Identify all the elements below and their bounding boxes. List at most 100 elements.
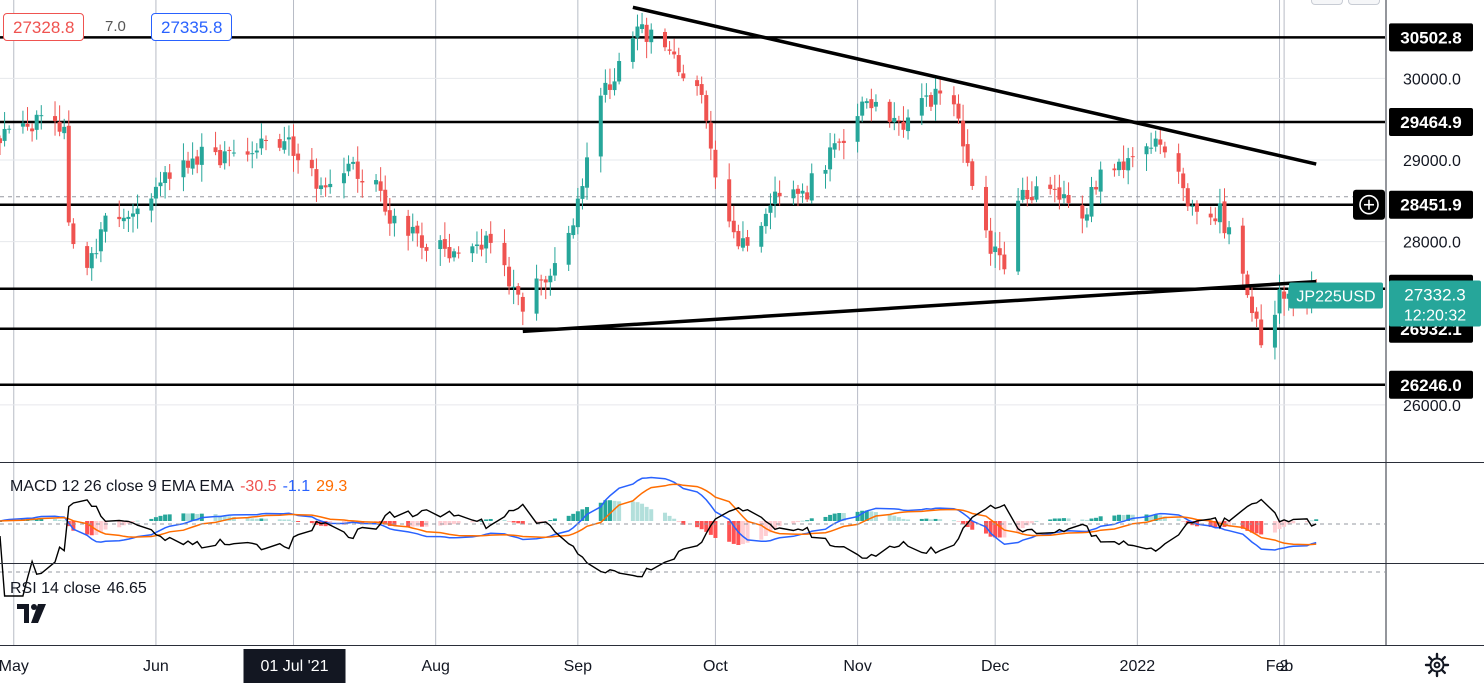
candle [1181, 167, 1186, 202]
gear-icon[interactable] [1424, 652, 1450, 678]
macd-histogram-bar [85, 521, 90, 535]
candle [130, 203, 135, 233]
candle [961, 104, 966, 163]
macd-histogram-bar [1057, 518, 1062, 521]
macd-histogram-bar [1227, 521, 1232, 527]
candle-body [1259, 319, 1264, 346]
rsi-legend-title: RSI 14 close [10, 580, 101, 597]
candle-body [598, 95, 603, 157]
candle [708, 110, 713, 161]
macd-histogram-bar [896, 517, 901, 521]
macd-histogram-bar [1029, 521, 1034, 524]
macd-histogram-bar [832, 513, 837, 521]
candle [672, 38, 677, 59]
candle-body [534, 278, 539, 314]
last-price-label: 27332.3 [1404, 285, 1465, 304]
candle-body [286, 137, 291, 140]
macd-histogram-bar [250, 518, 255, 521]
candle [603, 69, 608, 103]
macd-histogram-bar [740, 521, 745, 545]
candle [410, 213, 415, 242]
candle-body [231, 152, 236, 154]
candle-body [360, 180, 365, 183]
macd-histogram-bar [644, 506, 649, 521]
candle-body [456, 252, 461, 254]
macd-histogram-bar [1025, 521, 1030, 526]
candle [1158, 128, 1163, 155]
macd-legend-hist: -30.5 [240, 478, 277, 495]
macd-histogram-bar [484, 519, 489, 521]
candle-body [520, 296, 525, 312]
candle [1250, 286, 1255, 322]
macd-histogram-bar [1117, 514, 1122, 521]
macd-histogram-bar [1250, 521, 1255, 533]
candle-body [135, 208, 140, 215]
rsi-legend[interactable]: RSI 14 close 46.65 [10, 580, 153, 598]
candle-body [731, 220, 736, 233]
candle [640, 12, 645, 34]
macd-histogram-bar [511, 521, 516, 523]
sell-price-button[interactable]: 27328.8 [3, 13, 85, 41]
candle [571, 218, 576, 239]
macd-histogram-bar [502, 519, 507, 521]
candle [1286, 287, 1291, 311]
candle-body [823, 169, 828, 174]
candle [57, 105, 62, 137]
candle-body [828, 147, 833, 170]
candle-body [873, 101, 878, 107]
macd-line [0, 476, 1317, 551]
symbol-label-box [1289, 282, 1383, 309]
candle-body [181, 160, 186, 178]
macd-histogram-bar [649, 509, 654, 521]
candle [341, 157, 346, 199]
candle-body [1025, 189, 1030, 200]
candle [1222, 188, 1227, 239]
macd-legend-macd: -1.1 [282, 478, 311, 495]
candle [809, 163, 814, 204]
time-tick-label: Jun [143, 658, 169, 675]
candle-body [117, 216, 122, 220]
macd-histogram-bar [1176, 518, 1181, 521]
candle [406, 209, 411, 251]
macd-histogram-bar [163, 514, 168, 521]
candle-body [1176, 153, 1181, 172]
candle [1052, 174, 1057, 203]
tradingview-logo-icon[interactable] [16, 600, 50, 626]
candle [896, 115, 901, 136]
candle [1098, 161, 1103, 205]
macd-histogram-bar [1259, 521, 1264, 535]
macd-legend[interactable]: MACD 12 26 close 9 EMA EMA -30.5 -1.1 29.3 [10, 478, 353, 496]
macd-histogram-bar [603, 500, 608, 521]
candle [94, 238, 99, 259]
macd-histogram-bar [699, 521, 704, 530]
toolbar-tab[interactable] [1348, 0, 1380, 5]
candle [85, 241, 90, 276]
macd-histogram-bar [617, 501, 622, 521]
candle-body [71, 223, 76, 245]
macd-histogram-bar [387, 521, 392, 526]
macd-histogram-bar [438, 521, 443, 526]
candle [951, 86, 956, 117]
macd-histogram-bar [777, 521, 782, 526]
macd-histogram-bar [672, 518, 677, 521]
macd-legend-signal: 29.3 [316, 478, 348, 495]
candle [181, 143, 186, 192]
candle [392, 208, 397, 237]
candle-body [149, 198, 154, 211]
candle-body [25, 123, 30, 127]
macd-histogram-bar [1153, 514, 1158, 521]
macd-histogram-bar [919, 518, 924, 521]
candle-body [1098, 169, 1103, 192]
candle-body [213, 147, 218, 153]
crosshair-date-box [243, 649, 346, 683]
candle [768, 193, 773, 230]
candle-body [906, 117, 911, 132]
candle-body [447, 247, 452, 259]
buy-price-button[interactable]: 27335.8 [151, 13, 233, 41]
candle [66, 110, 71, 226]
candle-body [121, 217, 126, 222]
toolbar-tab[interactable] [1311, 0, 1343, 5]
candle-body [713, 149, 718, 178]
candle [351, 156, 356, 170]
